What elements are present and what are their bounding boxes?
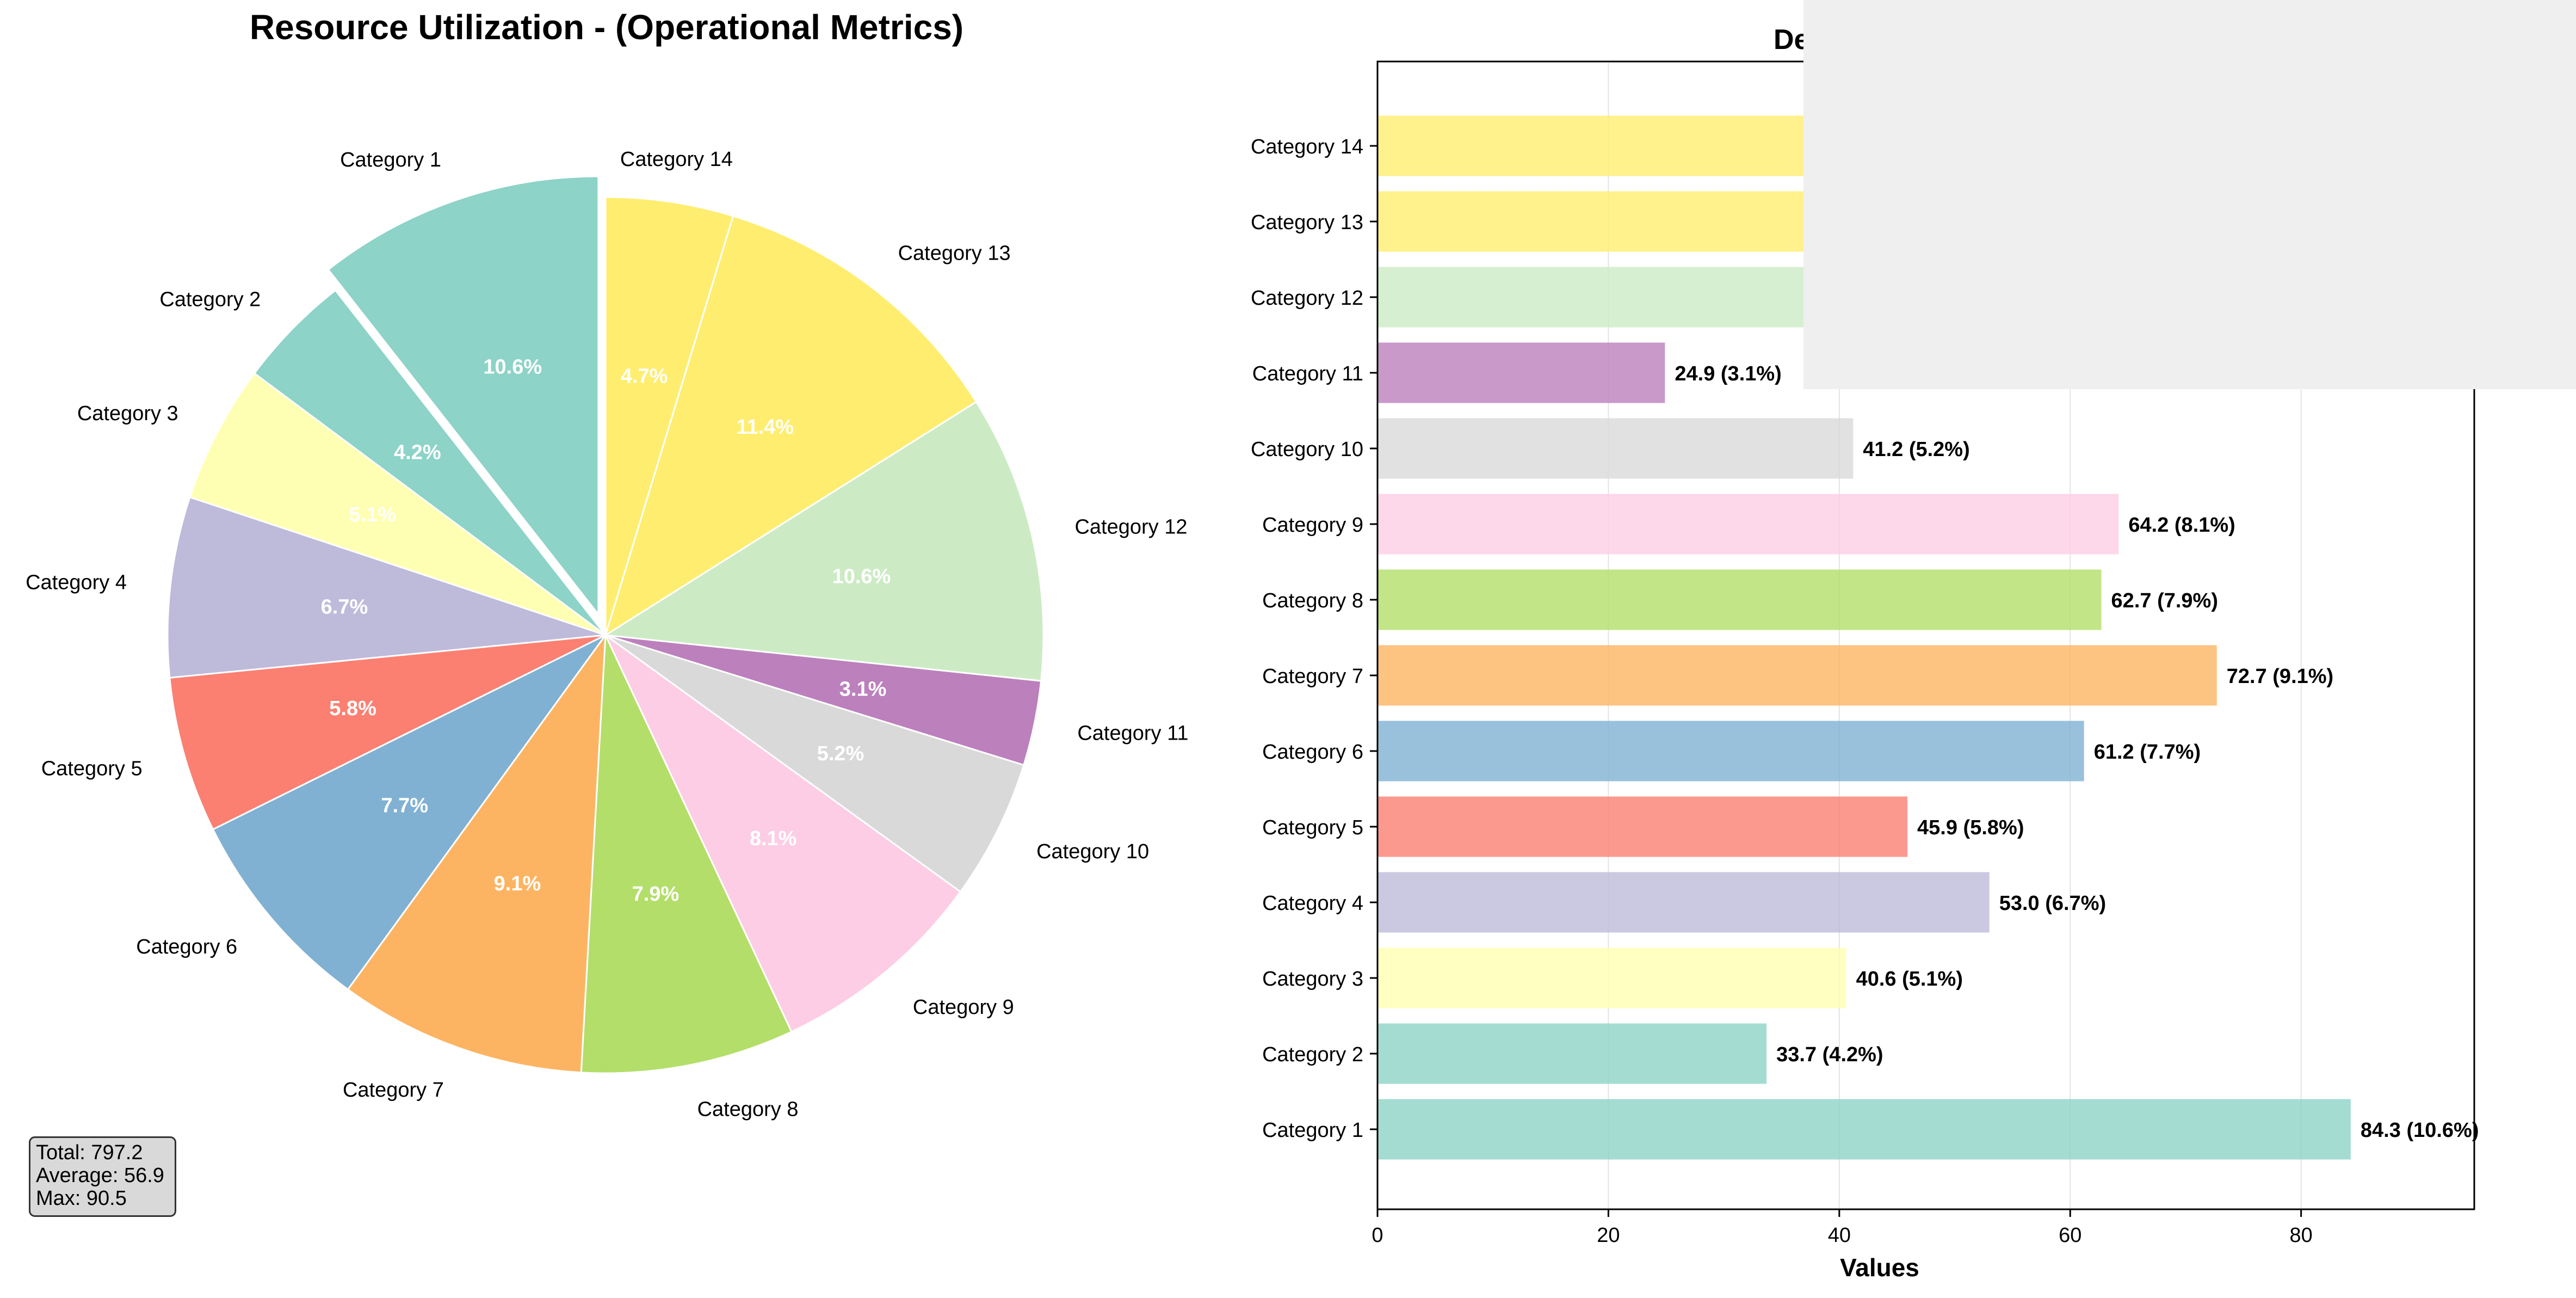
y-tick-label: Category 8	[1262, 589, 1363, 612]
bar-category-6	[1377, 721, 2084, 782]
bar-value-label: 45.9 (5.8%)	[1917, 816, 2024, 839]
bar-value-label: 53.0 (6.7%)	[1999, 892, 2106, 915]
bar-category-9	[1377, 494, 2119, 555]
pie-percent-label: 8.1%	[750, 827, 797, 850]
y-tick-label: Category 1	[1262, 1119, 1363, 1142]
y-tick-label: Category 11	[1252, 362, 1363, 385]
stats-box: Total: 797.2 Average: 56.9 Max: 90.5	[29, 1136, 176, 1217]
pie-slice-category-2	[253, 289, 607, 636]
pie-chart: 10.6% Category 1 4.2% Category 2 5.1% Categor…	[26, 148, 1188, 1121]
pie-slice-category-4	[166, 496, 606, 679]
bar-category-3	[1377, 948, 1846, 1008]
bar-category-14	[1377, 115, 1811, 176]
bar-value-label: 62.7 (7.9%)	[2111, 589, 2218, 612]
pie-category-label: Category 14	[620, 148, 733, 171]
pie-category-label: Category 9	[913, 996, 1014, 1019]
bar-value-label: 33.7 (4.2%)	[1776, 1043, 1883, 1066]
x-tick-label: 40	[1828, 1224, 1851, 1247]
bar-value-label: 40.6 (5.1%)	[1856, 968, 1963, 991]
pie-category-label: Category 13	[898, 242, 1011, 264]
pie-percent-label: 7.9%	[632, 883, 679, 906]
pie-slice-category-13	[604, 215, 978, 637]
bar-category-5	[1377, 796, 1908, 857]
y-tick-label: Category 5	[1262, 816, 1363, 839]
bar-category-7	[1377, 645, 2217, 706]
pie-category-label: Category 1	[340, 149, 441, 171]
y-tick-label: Category 9	[1262, 514, 1363, 537]
bar-category-2	[1377, 1023, 1767, 1084]
y-tick-label: Category 14	[1251, 136, 1363, 158]
pie-percent-label: 9.1%	[494, 872, 541, 895]
pie-slice-category-9	[603, 632, 962, 1033]
pie-slice-category-1	[327, 175, 600, 617]
pie-category-label: Category 5	[41, 757, 143, 780]
pie-slice-category-10	[605, 634, 1025, 893]
pie-percent-label: 10.6%	[832, 565, 891, 588]
pie-category-label: Category 6	[136, 936, 237, 958]
pie-category-label: Category 12	[1074, 515, 1187, 538]
pie-category-label: Category 3	[77, 402, 178, 425]
x-tick-label: 60	[2059, 1224, 2081, 1247]
y-tick-label: Category 3	[1262, 968, 1363, 991]
pie-percent-label: 4.2%	[394, 441, 441, 464]
bar-axes: 0 20 40 60 80 Category 1 Category 2 Category 3 C…	[1251, 136, 2313, 1247]
bar-value-label: 61.2 (7.7%)	[2094, 741, 2201, 764]
bar-value-label: 41.2 (5.2%)	[1863, 438, 1969, 461]
pie-percent-label: 11.4%	[736, 416, 794, 439]
y-tick-label: Category 4	[1262, 892, 1363, 915]
y-tick-label: Category 13	[1251, 211, 1363, 234]
pie-category-label: Category 11	[1077, 722, 1188, 745]
y-tick-label: Category 7	[1262, 665, 1363, 688]
pie-category-label: Category 7	[343, 1079, 444, 1102]
x-tick-label: 0	[1372, 1224, 1383, 1247]
bar-category-1	[1377, 1099, 2351, 1160]
y-tick-label: Category 6	[1262, 741, 1363, 764]
bar-category-10	[1377, 418, 1854, 479]
bar-category-11	[1377, 342, 1665, 403]
stats-average: Average: 56.9	[36, 1164, 164, 1187]
y-tick-label: Category 10	[1251, 438, 1363, 461]
pie-percent-label: 6.7%	[321, 595, 368, 618]
pie-percent-label: 10.6%	[483, 355, 542, 378]
pie-category-label: Category 2	[159, 288, 261, 311]
pie-percent-label: 7.7%	[381, 794, 428, 817]
bar-chart: De 84.3 (10.6%)33.7 (4.2%)40.6 (5.1%)53.…	[1251, 24, 2479, 1282]
pie-slice-category-12	[603, 401, 1045, 682]
stats-total: Total: 797.2	[36, 1141, 143, 1164]
y-tick-label: Category 12	[1251, 287, 1363, 310]
pie-category-label: Category 10	[1036, 840, 1149, 863]
bar-x-axis-label: Values	[1840, 1253, 1919, 1282]
pie-category-label: Category 4	[26, 571, 127, 594]
y-tick-label: Category 2	[1262, 1043, 1363, 1066]
x-tick-label: 20	[1597, 1224, 1620, 1247]
pie-slice-category-8	[580, 635, 793, 1074]
pie-percent-label: 5.8%	[329, 697, 376, 720]
bar-category-4	[1377, 872, 1990, 933]
bar-value-label: 24.9 (3.1%)	[1675, 362, 1781, 385]
pie-percent-label: 5.1%	[349, 503, 396, 526]
pie-percent-label: 4.7%	[621, 365, 668, 387]
pie-chart-title: Resource Utilization - (Operational Metr…	[250, 8, 963, 47]
pie-category-label: Category 8	[697, 1098, 799, 1121]
occluding-panel	[1803, 0, 2576, 389]
pie-percent-label: 3.1%	[839, 678, 887, 700]
pie-slice-category-14	[604, 196, 734, 636]
pie-slice-category-3	[189, 372, 606, 636]
pie-percent-label: 5.2%	[817, 742, 864, 765]
pie-slice-category-7	[347, 632, 607, 1074]
pie-slice-category-5	[169, 634, 606, 831]
stats-max: Max: 90.5	[36, 1187, 127, 1210]
x-tick-label: 80	[2290, 1224, 2313, 1247]
bar-value-label: 84.3 (10.6%)	[2361, 1119, 2479, 1142]
pie-slice-category-6	[212, 634, 607, 991]
bar-category-8	[1377, 569, 2102, 630]
bar-value-label: 64.2 (8.1%)	[2128, 514, 2235, 537]
bar-value-label: 72.7 (9.1%)	[2227, 665, 2333, 688]
